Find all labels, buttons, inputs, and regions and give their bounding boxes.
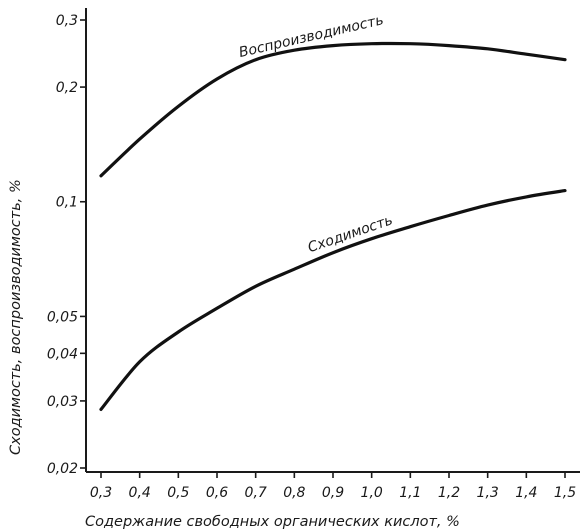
x-tick-label: 0,8 xyxy=(283,485,305,501)
x-tick-label: 0,5 xyxy=(167,485,189,501)
x-tick-label: 1,0 xyxy=(361,485,383,501)
x-tick-label: 0,7 xyxy=(245,485,267,501)
ticks: 0,3 0,4 0,5 0,6 0,7 0,8 0,9 1,0 1,1 1,2 1,3 1,4 1,5 0… xyxy=(47,13,576,501)
series-line xyxy=(99,41,567,178)
y-tick-label: 0,3 xyxy=(56,13,78,29)
curves xyxy=(99,41,567,411)
y-tick-label: 0,1 xyxy=(56,195,78,211)
x-tick-label: 0,4 xyxy=(129,485,151,501)
x-tick-label: 0,3 xyxy=(90,485,112,501)
y-tick-label: 0,2 xyxy=(56,80,78,96)
y-axis-title: Сходимость, воспроизводимость, % xyxy=(8,179,24,455)
y-tick-label: 0,03 xyxy=(47,394,78,410)
x-axis-title: Содержание свободных органических кислот… xyxy=(85,514,460,530)
x-tick-label: 1,2 xyxy=(438,485,460,501)
series-label: Воспроизводимость xyxy=(238,12,386,61)
x-tick-label: 0,9 xyxy=(322,485,344,501)
x-tick-label: 1,3 xyxy=(477,485,499,501)
x-tick-label: 1,4 xyxy=(515,485,537,501)
series-line xyxy=(99,189,567,411)
x-tick-label: 1,5 xyxy=(554,485,576,501)
y-tick-label: 0,04 xyxy=(47,346,78,362)
y-tick-label: 0,02 xyxy=(47,461,78,477)
x-tick-label: 0,6 xyxy=(206,485,228,501)
y-tick-label: 0,05 xyxy=(47,309,78,325)
x-tick-label: 1,1 xyxy=(399,485,421,501)
